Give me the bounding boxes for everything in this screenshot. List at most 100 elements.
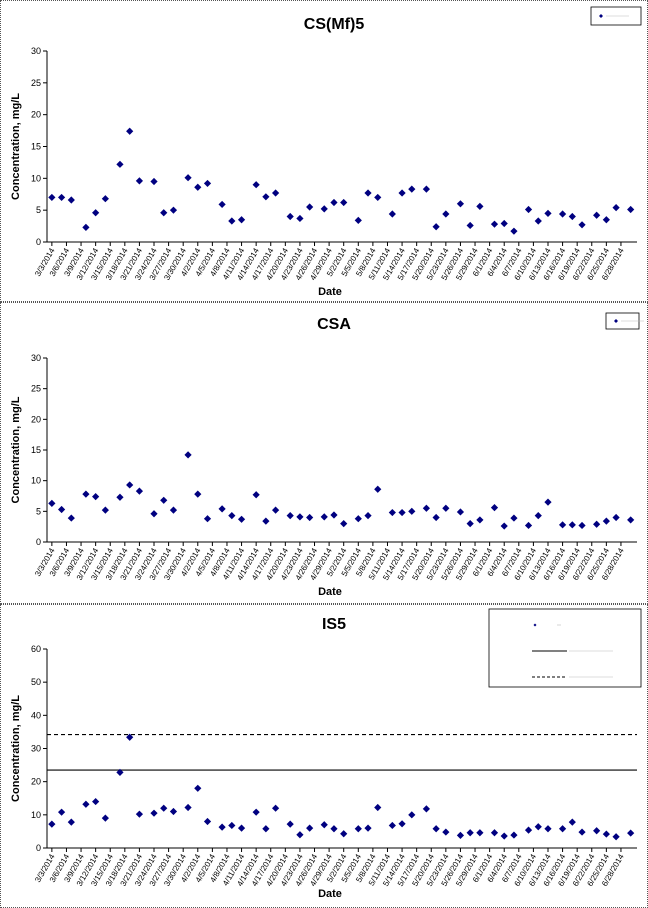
data-point [500,832,508,840]
data-point [364,189,372,197]
data-point [534,512,542,520]
data-point [296,831,304,839]
legend-marker [533,623,537,627]
data-point [510,831,518,839]
data-point [476,516,484,524]
data-point [116,160,124,168]
data-point [432,825,440,833]
data-point [67,196,75,204]
data-point [354,216,362,224]
data-point [160,209,168,217]
data-point [408,507,416,515]
data-point [272,189,280,197]
y-tick-label: 40 [31,710,41,720]
data-point [228,821,236,830]
data-point [388,508,396,517]
data-point [340,198,348,207]
x-axis-label: Date [318,286,342,298]
data-point [150,809,158,817]
data-point [184,451,192,459]
data-point [101,814,109,822]
y-tick-label: 5 [36,205,41,215]
data-point [593,520,601,528]
data-point [150,510,158,518]
data-point [286,820,294,828]
y-axis-label: Concentration, mg/L [10,396,22,503]
data-point [568,212,576,221]
data-point [320,821,328,829]
data-point [374,193,382,202]
data-point [374,803,382,812]
data-point [568,818,576,826]
data-point [456,831,465,839]
data-point [262,517,270,525]
data-point [558,825,567,833]
data-point [432,223,440,231]
data-point [116,493,124,501]
data-point [544,825,552,833]
legend-box [488,608,642,688]
data-point [354,825,362,833]
data-point [612,833,620,841]
data-point [544,209,552,217]
data-point [398,820,406,828]
data-point [627,205,635,214]
data-point [296,214,304,223]
data-point [57,193,66,202]
data-point [408,811,416,819]
data-point [82,223,90,231]
data-point [510,514,518,522]
data-point [306,203,314,211]
legend [488,608,642,688]
data-point [67,514,75,522]
data-point [544,498,552,506]
data-point [67,818,75,826]
legend-marker [614,319,618,323]
data-point [602,216,610,224]
data-point [524,826,533,834]
y-tick-label: 15 [31,445,41,455]
data-point [296,513,304,521]
data-point [374,485,382,493]
data-point [422,805,430,813]
y-tick-label: 10 [31,810,41,820]
data-point [184,174,192,182]
y-tick-label: 15 [31,142,41,152]
y-tick-label: 30 [31,744,41,754]
chart-is5: IS501020304050603/3/20143/6/20143/9/2014… [10,608,642,900]
data-point [286,212,294,221]
y-axis-label: Concentration, mg/L [10,695,22,802]
y-tick-label: 30 [31,46,41,56]
chart-panel-is5: IS5 0 10 20 30 40 50 60 3/3/2014 3/6/2014 3/9/2014… [0,604,648,908]
data-point [126,481,134,489]
legend [605,312,644,330]
data-point [218,200,226,209]
data-point [203,179,212,188]
data-point [48,820,56,828]
data-point [602,517,610,525]
chart-panel-csa: CSA 0 5 10 15 20 25 30 3/3/2014 3/6/2014 3/9/2014 3… [0,302,648,604]
data-point [612,513,620,522]
y-tick-label: 60 [31,644,41,654]
y-tick-label: 20 [31,414,41,424]
data-point [602,830,610,838]
data-point [466,520,474,528]
data-point [194,183,202,191]
data-point [218,505,226,513]
data-point [490,504,499,512]
data-point [456,508,465,516]
data-point [160,496,168,504]
chart-title: CS(Mf)5 [304,16,365,33]
data-point [627,516,635,524]
data-point [203,515,212,523]
data-point [57,808,66,816]
data-point [354,515,362,523]
data-point [169,206,178,214]
data-point [476,829,484,837]
data-point [116,768,124,776]
data-point [422,185,430,193]
data-point [466,221,474,230]
data-point [442,210,450,218]
data-point [228,217,236,225]
chart-csa: CSA0510152025303/3/20143/6/20143/9/20143… [10,312,644,598]
